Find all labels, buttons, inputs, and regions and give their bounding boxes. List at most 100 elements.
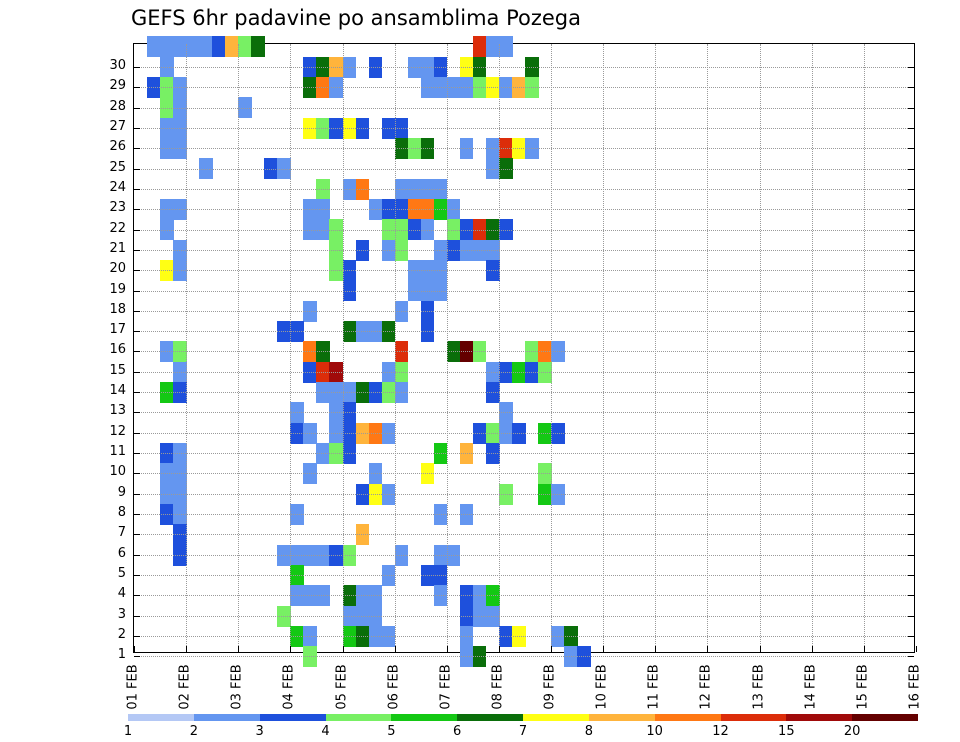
y-tick-right xyxy=(908,473,914,475)
y-tick xyxy=(134,473,140,475)
heatmap-cell xyxy=(251,36,265,58)
vertical-grid-line xyxy=(342,44,344,652)
y-tick xyxy=(134,595,140,597)
x-tick-text: 03 FEB xyxy=(229,664,245,710)
y-tick-right xyxy=(908,514,914,516)
heatmap-cell xyxy=(498,36,513,58)
y-tick xyxy=(134,371,140,373)
y-tick-label: 1 xyxy=(117,647,126,663)
legend-color-segment xyxy=(128,714,195,721)
horizontal-grid-line xyxy=(134,290,914,292)
y-tick-right xyxy=(908,432,914,434)
x-tick-text: 02 FEB xyxy=(177,664,193,710)
vertical-grid-line xyxy=(603,44,605,652)
x-tick-label: 12 FEB xyxy=(698,660,714,714)
vertical-grid-line xyxy=(811,44,813,652)
y-tick xyxy=(134,249,140,251)
y-tick-label: 13 xyxy=(109,403,126,419)
horizontal-grid-line xyxy=(134,656,914,658)
y-tick-right xyxy=(908,351,914,353)
y-tick-label: 29 xyxy=(109,78,126,94)
x-tick-text: 15 FEB xyxy=(855,664,871,710)
y-tick xyxy=(134,412,140,414)
y-tick-label: 17 xyxy=(109,322,126,338)
x-tick xyxy=(655,646,657,652)
horizontal-grid-line xyxy=(134,310,914,312)
y-tick-label: 3 xyxy=(117,606,126,622)
x-tick xyxy=(759,646,761,652)
horizontal-grid-line xyxy=(134,432,914,434)
y-tick-right xyxy=(908,392,914,394)
x-tick xyxy=(498,646,500,652)
horizontal-grid-line xyxy=(134,87,914,89)
y-tick-right xyxy=(908,168,914,170)
y-tick-label: 5 xyxy=(117,566,126,582)
y-tick-right xyxy=(908,310,914,312)
y-tick-right xyxy=(908,554,914,556)
y-tick-right xyxy=(908,412,914,414)
y-tick-label: 19 xyxy=(109,281,126,297)
horizontal-grid-line xyxy=(134,331,914,333)
x-tick-text: 08 FEB xyxy=(490,664,506,710)
vertical-grid-line xyxy=(863,44,865,652)
y-tick xyxy=(134,392,140,394)
y-tick-label: 28 xyxy=(109,98,126,114)
y-tick-label: 23 xyxy=(109,200,126,216)
y-tick-right xyxy=(908,209,914,211)
y-tick-right xyxy=(908,534,914,536)
x-tick-label: 15 FEB xyxy=(855,660,871,714)
legend-label: 4 xyxy=(321,724,330,739)
x-tick-text: 05 FEB xyxy=(334,664,349,710)
horizontal-grid-line xyxy=(134,127,914,129)
legend-label: 10 xyxy=(646,724,663,739)
y-tick-label: 10 xyxy=(109,464,126,480)
horizontal-grid-line xyxy=(134,188,914,190)
y-tick-right xyxy=(908,127,914,129)
grid-lines xyxy=(134,44,914,658)
color-legend xyxy=(128,714,919,721)
y-tick-label: 14 xyxy=(109,383,126,399)
horizontal-grid-line xyxy=(134,493,914,495)
y-tick-right xyxy=(908,453,914,455)
y-tick xyxy=(134,229,140,231)
y-tick-right xyxy=(908,66,914,68)
y-tick-right xyxy=(908,493,914,495)
y-tick xyxy=(134,453,140,455)
legend-label: 5 xyxy=(387,724,396,739)
x-tick xyxy=(186,646,188,652)
y-tick-right xyxy=(908,575,914,577)
x-tick-text: 07 FEB xyxy=(438,664,454,710)
legend-color-segment xyxy=(391,714,458,721)
legend-color-segment xyxy=(588,714,656,721)
y-tick-right xyxy=(908,188,914,190)
axis-ticks xyxy=(134,44,917,658)
legend-color-segment xyxy=(786,714,853,721)
x-tick-label: 07 FEB xyxy=(438,660,454,714)
y-tick xyxy=(134,493,140,495)
legend-label: 8 xyxy=(584,724,593,739)
y-tick-right xyxy=(908,270,914,272)
heatmap-cell xyxy=(186,36,200,58)
x-tick xyxy=(290,646,292,652)
x-tick xyxy=(707,646,709,652)
y-tick-label: 12 xyxy=(109,423,126,439)
x-tick xyxy=(863,646,865,652)
y-tick xyxy=(134,290,140,292)
heatmap-cell xyxy=(472,36,487,58)
x-tick-label: 06 FEB xyxy=(386,660,402,714)
legend-color-segment xyxy=(457,714,524,721)
legend-label: 7 xyxy=(518,724,528,739)
y-tick xyxy=(134,534,140,536)
x-tick-text: 12 FEB xyxy=(698,664,714,710)
y-tick-right xyxy=(908,371,914,373)
horizontal-grid-line xyxy=(134,514,914,516)
x-tick-label: 16 FEB xyxy=(907,660,923,714)
x-tick-label: 02 FEB xyxy=(177,660,193,714)
y-tick-right xyxy=(908,249,914,251)
x-tick-text: 09 FEB xyxy=(542,664,558,710)
x-tick-text: 16 FEB xyxy=(907,664,923,710)
y-tick-right xyxy=(908,148,914,150)
heatmap-cell xyxy=(160,36,174,58)
y-tick-label: 24 xyxy=(109,179,126,195)
vertical-grid-line xyxy=(759,44,761,652)
